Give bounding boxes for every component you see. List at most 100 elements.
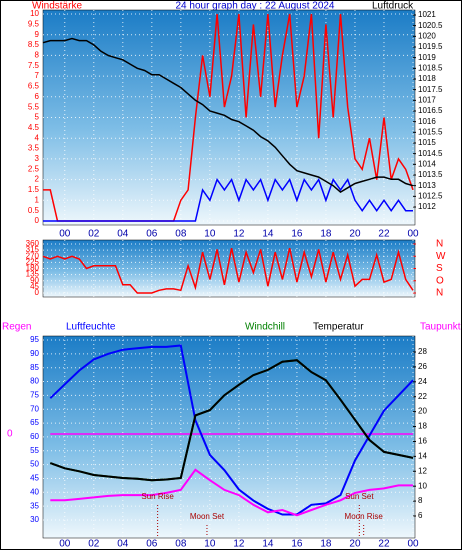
y2-tick-label: 6 <box>418 511 423 520</box>
y2-tick-label: 26 <box>418 362 427 371</box>
y-tick-label: 5.5 <box>28 102 40 111</box>
y2-tick-label: 1013.5 <box>418 170 443 179</box>
y-tick-label: 45 <box>30 474 39 483</box>
series-line <box>50 468 413 517</box>
y-tick-label: 40 <box>30 487 39 496</box>
y2-tick-label: 1012 <box>418 202 436 211</box>
y-tick-label: 6.5 <box>28 82 40 91</box>
y-tick-label: 1 <box>35 195 40 204</box>
y-tick-label: 0.5 <box>28 206 40 215</box>
x-tick-label: 00 <box>407 539 419 550</box>
y2-tick-label: 1018 <box>418 74 436 83</box>
y-tick-label: 85 <box>30 363 39 372</box>
y2-tick-label: 1015 <box>418 138 436 147</box>
y-tick-label: 95 <box>30 335 39 344</box>
y-tick-label: 7 <box>35 71 40 80</box>
y2-tick-label: W <box>436 251 446 262</box>
x-tick-label: 00 <box>59 229 71 240</box>
x-tick-label: 04 <box>117 229 129 240</box>
y-tick-label: 60 <box>30 432 39 441</box>
y2-tick-label: 16 <box>418 437 427 446</box>
series-line <box>42 37 414 194</box>
y-tick-label: 90 <box>30 276 39 285</box>
y-tick-label: 50 <box>30 460 39 469</box>
y-tick-label: 5 <box>35 113 40 122</box>
y2-tick-label: 1013 <box>418 181 436 190</box>
legend-entry: Luftfeuchte <box>66 322 116 333</box>
x-tick-label: 12 <box>233 229 245 240</box>
y-tick-label: 70 <box>30 404 39 413</box>
y-tick-label: 315 <box>26 245 40 254</box>
y-tick-label: 75 <box>30 390 39 399</box>
y-tick-label: 8 <box>35 51 40 60</box>
x-tick-label: 12 <box>233 539 245 550</box>
x-tick-label: 02 <box>88 229 100 240</box>
y2-tick-label: N <box>436 288 443 299</box>
y-tick-label: 0 <box>35 216 40 225</box>
annotation: Moon Rise <box>345 512 384 521</box>
y-tick-label: 35 <box>30 501 39 510</box>
legend-entry: Taupunkt <box>420 322 461 333</box>
y2-tick-label: 18 <box>418 422 427 431</box>
x-tick-label: 06 <box>146 539 158 550</box>
x-tick-label: 16 <box>291 539 303 550</box>
y2-tick-label: 1015.5 <box>418 127 443 136</box>
y2-tick-label: 22 <box>418 392 427 401</box>
series-line <box>42 247 414 294</box>
y2-tick-label: 1017 <box>418 95 436 104</box>
plot-background <box>42 239 416 298</box>
y-tick-label: 9.5 <box>28 19 40 28</box>
y-tick-label: 10 <box>30 9 39 18</box>
y2-tick-label: 1019 <box>418 53 436 62</box>
y2-tick-label: N <box>436 239 443 250</box>
legend-entry: Windchill <box>245 322 285 333</box>
y-tick-label: 225 <box>26 257 40 266</box>
y-tick-label: 180 <box>26 264 40 273</box>
y-tick-label: 2 <box>35 175 40 184</box>
y-tick-label: 30 <box>30 515 39 524</box>
x-tick-label: 14 <box>262 229 274 240</box>
y-tick-label: 4 <box>35 133 40 142</box>
y2-tick-label: 10 <box>418 481 427 490</box>
y-tick-label: 135 <box>26 270 40 279</box>
y-tick-label: 55 <box>30 446 39 455</box>
series-line <box>49 344 414 516</box>
y-tick-label: 45 <box>30 282 39 291</box>
series-line <box>43 177 413 222</box>
y-tick-label: 8.5 <box>28 40 40 49</box>
y2-tick-label: 1019.5 <box>418 42 443 51</box>
x-tick-label: 00 <box>407 229 419 240</box>
y-tick-label: 90 <box>30 349 39 358</box>
x-tick-label: 16 <box>291 229 303 240</box>
y2-tick-label: 1020.5 <box>418 21 443 30</box>
x-tick-label: 08 <box>175 539 187 550</box>
x-tick-label: 22 <box>378 539 390 550</box>
annotation: Moon Set <box>190 512 225 521</box>
chart-title: 24 hour graph day : 22 August 2024 <box>175 1 334 12</box>
x-tick-label: 18 <box>320 539 332 550</box>
y-tick-label: 270 <box>26 251 40 260</box>
x-tick-label: 18 <box>320 229 332 240</box>
y-tick-label: 7.5 <box>28 61 40 70</box>
y2-tick-label: 20 <box>418 407 427 416</box>
y3-tick-label: 0 <box>7 429 13 440</box>
x-tick-label: 02 <box>88 539 100 550</box>
x-tick-label: 08 <box>175 229 187 240</box>
y-tick-label: 80 <box>30 377 39 386</box>
x-tick-label: 10 <box>204 229 216 240</box>
x-tick-label: 22 <box>378 229 390 240</box>
y-tick-label: 6 <box>35 92 40 101</box>
x-tick-label: 04 <box>117 539 129 550</box>
y2-tick-label: 1012.5 <box>418 191 443 200</box>
y2-tick-label: O <box>436 275 444 286</box>
y2-tick-label: 8 <box>418 496 423 505</box>
y2-tick-label: 14 <box>418 451 427 460</box>
y2-tick-label: 1017.5 <box>418 85 443 94</box>
y2-tick-label: 28 <box>418 347 427 356</box>
legend-entry: Temperatur <box>313 322 364 333</box>
y2-tick-label: 1014 <box>418 159 436 168</box>
y2-tick-label: 1016.5 <box>418 106 443 115</box>
y2-tick-label: 1018.5 <box>418 63 443 72</box>
y2-tick-label: S <box>436 263 443 274</box>
x-tick-label: 10 <box>204 539 216 550</box>
